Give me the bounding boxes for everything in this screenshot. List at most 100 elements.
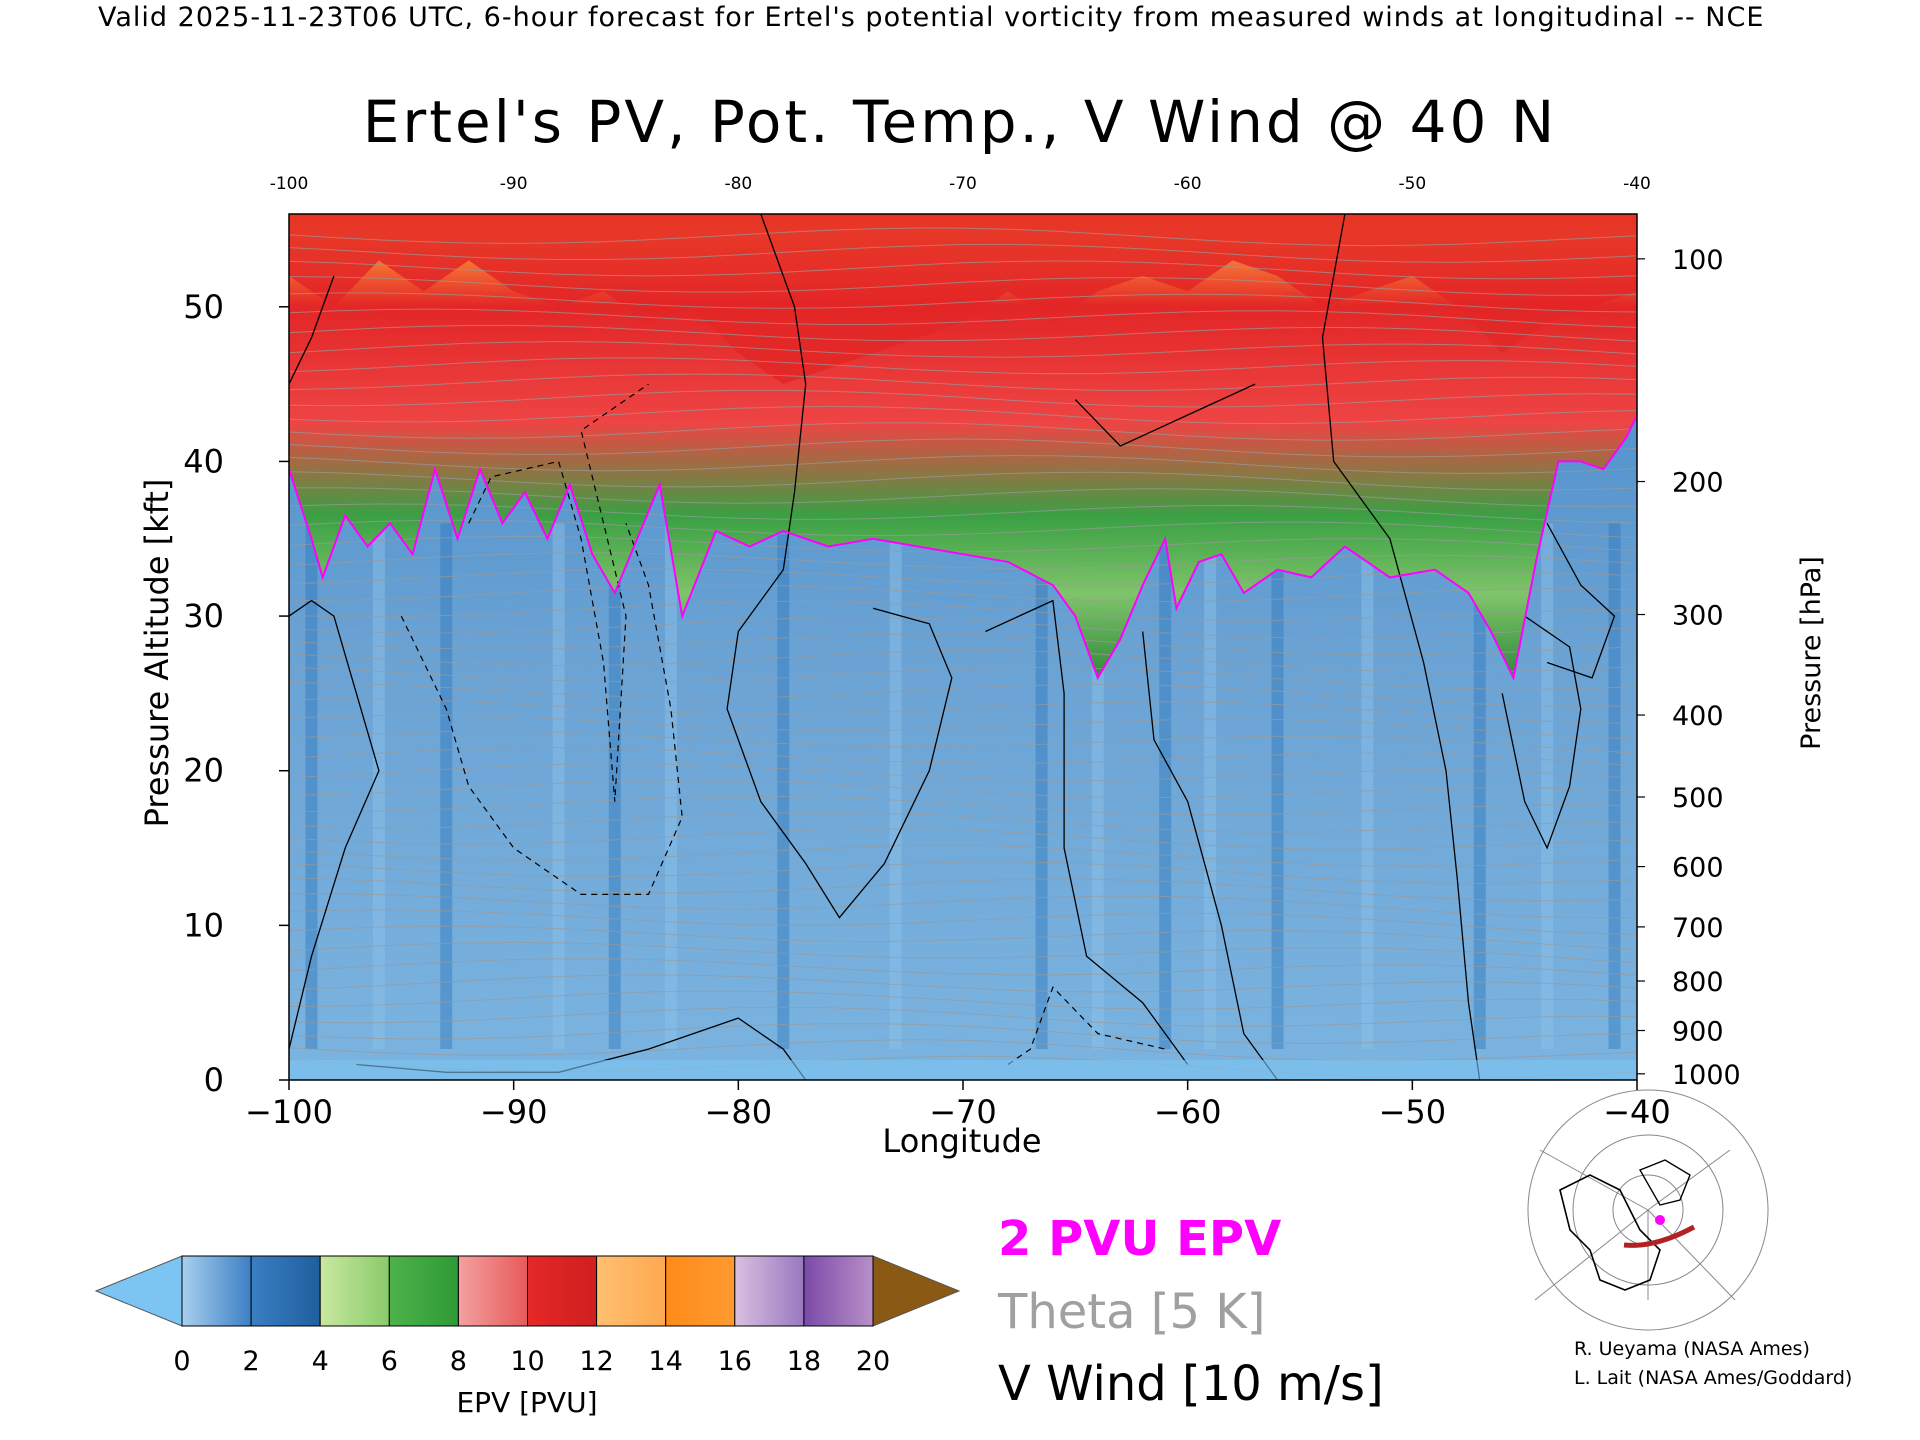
colorbar-segment xyxy=(527,1255,598,1327)
colorbar-tick-label: 2 xyxy=(243,1346,260,1377)
theta-contour xyxy=(289,844,1637,867)
x-tick-label: −40 xyxy=(1603,1093,1671,1131)
colorbar-tick-label: 0 xyxy=(173,1346,190,1377)
pressure-tick-label: 900 xyxy=(1672,1017,1724,1048)
axis-tick-labels: −100 -100 −90 -90 −80 -80 −70 -70 −60 -60 −50 -50 −4… xyxy=(183,174,1740,1131)
y-tick-label: 10 xyxy=(183,906,224,944)
theta-contour xyxy=(289,260,1637,280)
theta-contour xyxy=(289,909,1637,936)
x-axis-title: Longitude xyxy=(882,1122,1041,1160)
pv-stripe xyxy=(1271,523,1284,1050)
legend-wind: V Wind [10 m/s] xyxy=(998,1356,1384,1412)
theta-contour xyxy=(289,519,1637,539)
colorbar: 0 2 4 6 8 10 12 14 16 18 20 EPV [PVU] xyxy=(94,1255,961,1419)
theta-contour xyxy=(289,227,1637,247)
surface-band xyxy=(289,1060,1637,1080)
theta-contour xyxy=(289,990,1637,1010)
forecast-banner: Valid 2025-11-23T06 UTC, 6-hour forecast… xyxy=(98,2,1765,33)
top-x-tick-label: -60 xyxy=(1174,174,1202,194)
theta-contour xyxy=(289,535,1637,553)
colorbar-segment xyxy=(734,1255,805,1327)
v-wind-contour xyxy=(289,599,380,1050)
pv-stripe xyxy=(1035,523,1048,1050)
theta-contour xyxy=(289,600,1637,622)
colorbar-segment xyxy=(457,1255,528,1327)
inset-map xyxy=(1527,1089,1769,1331)
colorbar-segments xyxy=(181,1255,874,1327)
pressure-tick-label: 800 xyxy=(1672,967,1724,998)
pv-stripe xyxy=(889,523,902,1050)
theta-contour xyxy=(289,925,1637,950)
pressure-tick-label: 500 xyxy=(1672,783,1724,814)
pressure-tick-label: 700 xyxy=(1672,913,1724,944)
pv-stripe xyxy=(1204,523,1217,1050)
pressure-tick-label: 100 xyxy=(1672,245,1724,276)
theta-contour xyxy=(289,941,1637,964)
v-wind-contour xyxy=(1501,615,1582,850)
theta-contour xyxy=(289,389,1637,408)
colorbar-tick-label: 18 xyxy=(787,1346,821,1377)
theta-contour xyxy=(289,958,1637,976)
colorbar-tick-label: 8 xyxy=(450,1346,467,1377)
theta-contour xyxy=(289,243,1637,263)
pressure-tick-label: 300 xyxy=(1672,601,1724,632)
theta-contour xyxy=(289,730,1637,754)
colorbar-low-arrow xyxy=(94,1255,183,1327)
y-tick-label: 40 xyxy=(183,442,224,480)
top-x-tick-label: -70 xyxy=(949,174,977,194)
pv-stripe xyxy=(1541,523,1554,1050)
top-x-tick-label: -90 xyxy=(500,174,528,194)
v-wind-contour xyxy=(1142,631,1279,1080)
theta-contour xyxy=(289,974,1637,993)
theta-contour xyxy=(289,714,1637,740)
pv-stripe xyxy=(608,523,621,1050)
colorbar-tick-labels: 0 2 4 6 8 10 12 14 16 18 20 xyxy=(173,1346,890,1377)
colorbar-segment xyxy=(596,1255,667,1327)
chart-title: Ertel's PV, Pot. Temp., V Wind @ 40 N xyxy=(362,88,1558,156)
y-tick-label: 30 xyxy=(183,597,224,635)
axis-ticks xyxy=(279,258,1645,1090)
theta-contour xyxy=(289,617,1637,639)
colorbar-high-arrow xyxy=(872,1255,961,1327)
plot-area xyxy=(289,214,1637,1080)
theta-contour xyxy=(289,667,1637,690)
v-wind-contour xyxy=(289,275,335,385)
pv-stripe xyxy=(777,523,790,1050)
colorbar-segment xyxy=(665,1255,736,1327)
track-marker xyxy=(1655,1215,1665,1225)
theta-contour xyxy=(289,422,1637,441)
top-x-tick-label: -40 xyxy=(1623,174,1651,194)
y-tick-label: 0 xyxy=(204,1061,224,1099)
colorbar-tick-label: 12 xyxy=(579,1346,613,1377)
colorbar-title: EPV [PVU] xyxy=(456,1386,597,1419)
pv-stripe xyxy=(552,523,565,1050)
pv-stripe xyxy=(1608,523,1621,1050)
pressure-tick-label: 600 xyxy=(1672,853,1724,884)
greenland-outline xyxy=(1638,1159,1691,1206)
v-wind-contour-negative xyxy=(400,523,683,895)
theta-contour xyxy=(289,584,1637,603)
pressure-tick-label: 1000 xyxy=(1672,1060,1741,1091)
continent-outline xyxy=(1559,1174,1661,1291)
pv-stripe xyxy=(664,523,677,1050)
top-x-tick-label: -80 xyxy=(724,174,752,194)
pv-stripe xyxy=(372,523,385,1050)
y2-axis-title: Pressure [hPa] xyxy=(1796,556,1827,750)
map-grid-circle xyxy=(1527,1089,1769,1331)
x-tick-label: −50 xyxy=(1379,1093,1447,1131)
upper-pv-fill xyxy=(289,214,1637,385)
v-wind-contour-negative xyxy=(1007,986,1166,1065)
credit-line-2: L. Lait (NASA Ames/Goddard) xyxy=(1574,1367,1852,1389)
pv-stripe xyxy=(1473,523,1486,1050)
y-tick-label: 20 xyxy=(183,752,224,790)
pv-2pvu-contour xyxy=(289,414,1637,682)
colorbar-segment xyxy=(388,1255,459,1327)
colorbar-segment xyxy=(250,1255,321,1327)
theta-contour xyxy=(289,861,1637,884)
theta-contour xyxy=(289,828,1637,850)
x-tick-label: −70 xyxy=(929,1093,997,1131)
theta-contour xyxy=(289,893,1637,919)
legend-theta: Theta [5 K] xyxy=(997,1284,1266,1340)
theta-contour xyxy=(289,633,1637,656)
theta-contour xyxy=(289,405,1637,425)
